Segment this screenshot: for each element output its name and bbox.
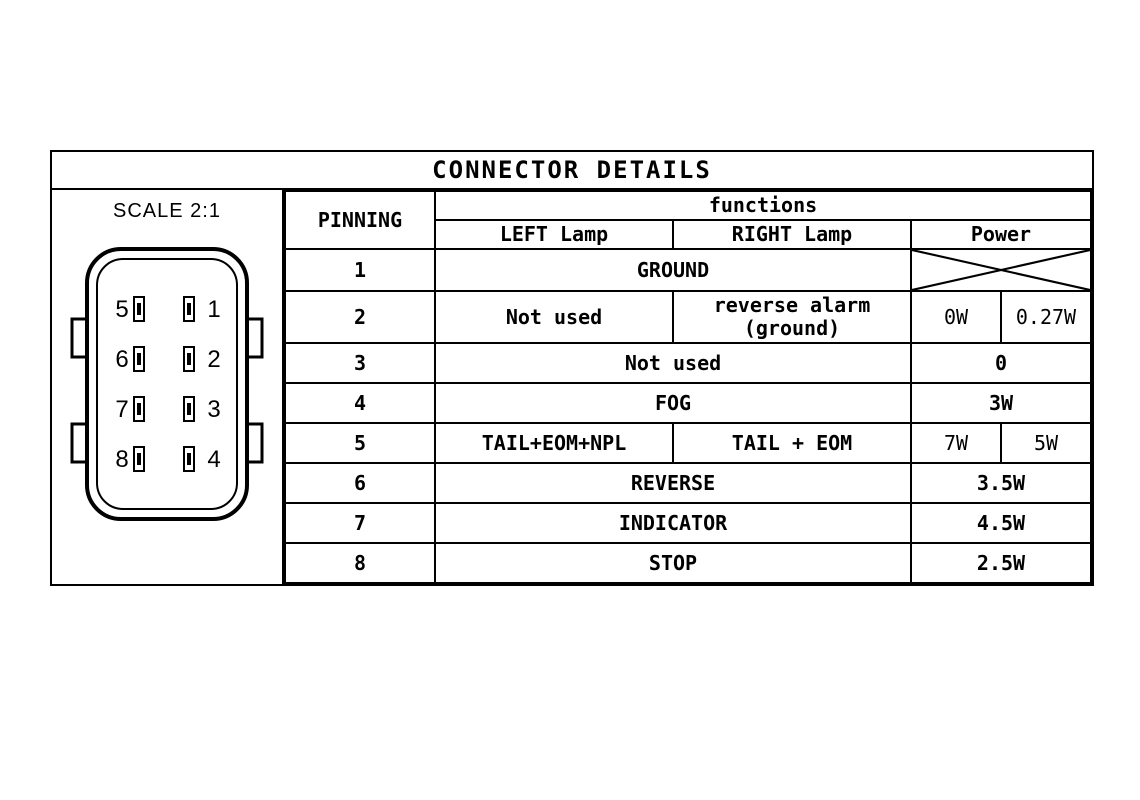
svg-text:3: 3: [207, 396, 220, 423]
cell-power: 0: [911, 343, 1091, 383]
cell-left-lamp: Not used: [435, 291, 673, 343]
connector-details-panel: CONNECTOR DETAILS SCALE 2:1 5 1 6 2 7 3 8 4 PIN…: [50, 150, 1094, 586]
svg-text:1: 1: [207, 296, 220, 323]
cell-power: 4.5W: [911, 503, 1091, 543]
pinning-table-cell: PINNINGfunctionsLEFT LampRIGHT LampPower…: [284, 190, 1092, 584]
cell-pin: 2: [285, 291, 435, 343]
svg-text:4: 4: [207, 446, 220, 473]
svg-text:6: 6: [115, 346, 128, 373]
cell-power-left: 0W: [911, 291, 1001, 343]
scale-label: SCALE 2:1: [113, 200, 221, 223]
cell-pin: 5: [285, 423, 435, 463]
cell-left-lamp: TAIL+EOM+NPL: [435, 423, 673, 463]
table-row: 1GROUND: [285, 249, 1091, 291]
cell-function: FOG: [435, 383, 911, 423]
connector-diagram-cell: SCALE 2:1 5 1 6 2 7 3 8 4: [52, 190, 284, 584]
panel-title: CONNECTOR DETAILS: [52, 152, 1092, 190]
table-row: 2Not usedreverse alarm (ground)0W0.27W: [285, 291, 1091, 343]
cell-function: GROUND: [435, 249, 911, 291]
svg-text:2: 2: [207, 346, 220, 373]
cell-power-right: 0.27W: [1001, 291, 1091, 343]
svg-text:7: 7: [115, 396, 128, 423]
svg-text:5: 5: [115, 296, 128, 323]
header-pinning: PINNING: [285, 191, 435, 249]
header-functions: functions: [435, 191, 1091, 220]
table-row: 8STOP2.5W: [285, 543, 1091, 583]
cell-power: 3W: [911, 383, 1091, 423]
cell-function: STOP: [435, 543, 911, 583]
cell-power: 2.5W: [911, 543, 1091, 583]
cell-pin: 7: [285, 503, 435, 543]
table-header-row: PINNINGfunctions: [285, 191, 1091, 220]
cell-function: INDICATOR: [435, 503, 911, 543]
pinning-table: PINNINGfunctionsLEFT LampRIGHT LampPower…: [284, 190, 1092, 584]
cell-pin: 4: [285, 383, 435, 423]
table-row: 4FOG3W: [285, 383, 1091, 423]
header-right-lamp: RIGHT Lamp: [673, 220, 911, 249]
cell-power-left: 7W: [911, 423, 1001, 463]
table-row: 6REVERSE3.5W: [285, 463, 1091, 503]
cell-power-right: 5W: [1001, 423, 1091, 463]
cell-function: Not used: [435, 343, 911, 383]
cell-right-lamp: TAIL + EOM: [673, 423, 911, 463]
connector-diagram-icon: 5 1 6 2 7 3 8 4: [52, 229, 282, 539]
table-row: 7INDICATOR4.5W: [285, 503, 1091, 543]
table-row: 3Not used0: [285, 343, 1091, 383]
cell-power: 3.5W: [911, 463, 1091, 503]
header-power: Power: [911, 220, 1091, 249]
cell-pin: 1: [285, 249, 435, 291]
cell-right-lamp: reverse alarm (ground): [673, 291, 911, 343]
svg-text:8: 8: [115, 446, 128, 473]
cell-pin: 6: [285, 463, 435, 503]
table-row: 5TAIL+EOM+NPLTAIL + EOM7W5W: [285, 423, 1091, 463]
header-left-lamp: LEFT Lamp: [435, 220, 673, 249]
cell-pin: 3: [285, 343, 435, 383]
cell-function: REVERSE: [435, 463, 911, 503]
panel-body: SCALE 2:1 5 1 6 2 7 3 8 4 PINNINGfunctionsLEFT …: [52, 190, 1092, 584]
cell-pin: 8: [285, 543, 435, 583]
cell-power-cross: [911, 249, 1091, 291]
